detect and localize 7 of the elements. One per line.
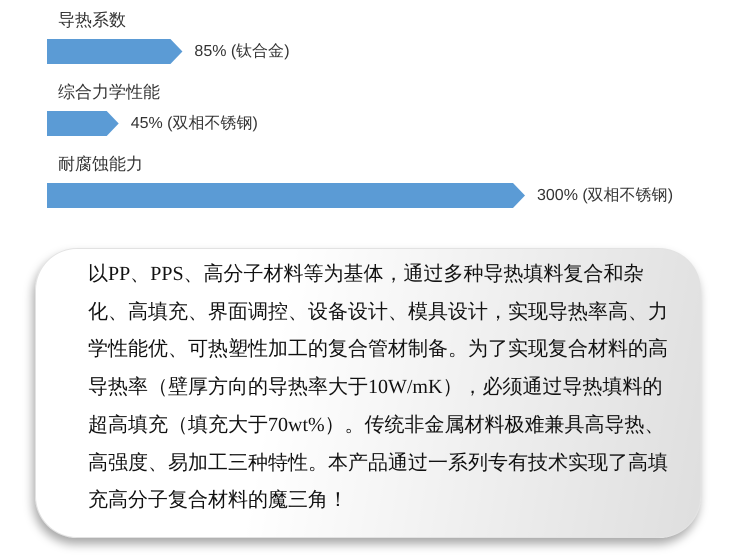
data-label: 45% (双相不锈钢) — [130, 114, 258, 132]
data-label: 85% (钛合金) — [194, 42, 290, 60]
y-tick-label: 综合力学性能 — [58, 82, 160, 102]
y-tick-label: 导热系数 — [58, 10, 126, 30]
text: 以PP、PPS、高分子材料等为基体，通过多种导热填料复合和杂化、高填充、界面调控、设备设计、模具设计，实现导热率高、力学性能优、可热塑性加工的复合管材制备。为了实现复合材料的高导热率（壁厚方向的导热率大于10W/mK），必须通过导热填料的超高填充（填充大于70wt%）。传统非金属材料极难兼具高导热、高强度、易加工三种特性。本产品通过一系列专有技术实现了高填充高分子复合材料的魔三角！ — [88, 262, 669, 514]
y-tick-label: 耐腐蚀能力 — [58, 154, 143, 174]
data-label: 300% (双相不锈钢) — [537, 186, 674, 204]
